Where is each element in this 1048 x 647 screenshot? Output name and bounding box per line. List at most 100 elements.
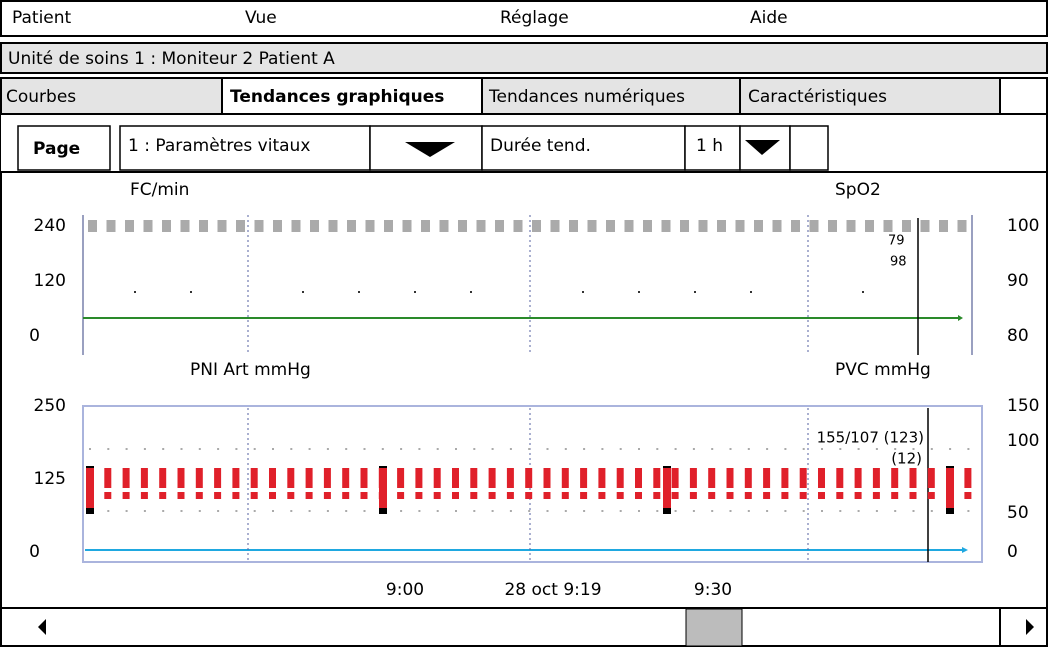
nibp-mark — [287, 468, 295, 488]
tab-blank — [999, 77, 1048, 115]
trend-dot — [470, 291, 472, 293]
trend-dot — [162, 448, 165, 450]
nibp-mark — [525, 492, 533, 499]
nibp-mark — [635, 492, 642, 499]
trend-dot — [729, 448, 732, 450]
trend-segment — [717, 220, 726, 232]
nibp-mark — [470, 492, 478, 499]
scrollbar[interactable] — [0, 607, 1048, 647]
location: Unité de soins 1 : Moniteur 2 Patient A — [8, 49, 335, 69]
trend-segment — [902, 220, 911, 232]
trend-dot — [473, 510, 476, 512]
trend-dot — [875, 448, 878, 450]
trend-segment — [273, 220, 282, 232]
menu-item[interactable]: Réglage — [500, 8, 569, 28]
tick-label: 0 — [29, 326, 40, 346]
trend-dot — [692, 448, 695, 450]
menu-item[interactable]: Patient — [12, 8, 72, 28]
nibp-mark — [598, 492, 606, 499]
nibp-mark — [561, 468, 569, 488]
nibp-mark — [872, 492, 880, 499]
menu-item[interactable]: Aide — [750, 8, 788, 28]
trend-dot — [821, 448, 823, 450]
trend-segment — [920, 220, 930, 232]
trend-segment — [698, 220, 708, 232]
nibp-mark — [836, 468, 844, 488]
trend-dot — [308, 448, 311, 450]
nibp-mark — [891, 492, 899, 499]
axis-label: PNI Art mmHg — [190, 360, 311, 380]
tab[interactable] — [481, 77, 741, 115]
tab-label[interactable]: Tendances graphiques — [230, 87, 444, 107]
scroll-left[interactable] — [38, 619, 46, 635]
nibp-mark — [177, 492, 185, 499]
nibp-mark — [781, 468, 789, 488]
tick-label: 150 — [1007, 396, 1039, 416]
trend-dot — [308, 510, 311, 512]
menu-item[interactable]: Vue — [245, 8, 277, 28]
nibp-mark — [140, 468, 148, 488]
trend-segment — [606, 220, 615, 232]
trend-dot — [967, 510, 970, 512]
trend-dot — [473, 448, 476, 450]
nibp-mark — [488, 468, 496, 488]
tab-label[interactable]: Courbes — [6, 87, 76, 107]
reading: 79 — [888, 234, 905, 249]
tab-label[interactable]: Tendances numériques — [488, 87, 685, 107]
tick-label: 0 — [1007, 542, 1018, 562]
trend-segment — [624, 220, 634, 232]
duration-label: Durée tend. — [490, 136, 591, 156]
scroll-thumb[interactable] — [685, 608, 743, 647]
trend-segment — [88, 220, 97, 232]
nibp-mark — [433, 492, 441, 499]
nibp-mark — [506, 468, 514, 488]
nibp-mark — [818, 468, 825, 488]
nibp-mark — [653, 492, 661, 499]
duration-value[interactable]: 1 h — [696, 136, 723, 156]
trend-dot — [509, 448, 512, 450]
trend-dot — [107, 510, 110, 512]
trend-dot — [302, 291, 304, 293]
axis-label: PVC mmHg — [835, 360, 931, 380]
nibp-mark — [909, 492, 917, 499]
nibp-mark — [122, 492, 130, 499]
dropdown-arrow[interactable] — [745, 140, 780, 155]
nibp-mark — [708, 468, 716, 488]
nibp-mark — [415, 492, 423, 499]
trend-dot — [217, 510, 220, 512]
nibp-mark — [195, 468, 203, 488]
tab[interactable] — [0, 77, 223, 115]
tab-label[interactable]: Caractéristiques — [748, 87, 887, 107]
scroll-right[interactable] — [1026, 619, 1034, 635]
nibp-mark — [86, 508, 94, 514]
trend-segment — [217, 220, 227, 232]
tick-label: 90 — [1007, 271, 1029, 291]
trend-dot — [436, 448, 439, 450]
trend-segment — [180, 220, 190, 232]
duration-dropdown[interactable] — [684, 125, 741, 171]
tab-active[interactable] — [221, 77, 483, 115]
trend-segment — [365, 220, 375, 232]
trend-dot — [656, 510, 659, 512]
trend-dot — [491, 448, 494, 450]
trend-dot — [217, 448, 220, 450]
nibp-mark — [891, 468, 899, 488]
trend-segment — [680, 220, 689, 232]
tab[interactable] — [739, 77, 1001, 115]
nibp-mark — [470, 468, 478, 488]
nibp-mark — [964, 468, 972, 488]
tick-label: 240 — [34, 216, 66, 236]
nibp-mark — [799, 492, 807, 499]
nibp-mark — [415, 468, 423, 488]
trend-segment — [735, 220, 745, 232]
axis-label: SpO2 — [835, 180, 881, 200]
nibp-mark — [799, 468, 807, 488]
trend-dot — [656, 448, 659, 450]
dropdown-arrow[interactable] — [405, 142, 455, 157]
trend-dot — [839, 510, 842, 512]
page-value[interactable]: 1 : Paramètres vitaux — [128, 136, 310, 156]
trend-segment — [439, 220, 449, 232]
nibp-mark — [964, 492, 972, 499]
trend-segment — [125, 220, 134, 232]
trend-dot — [528, 510, 531, 512]
